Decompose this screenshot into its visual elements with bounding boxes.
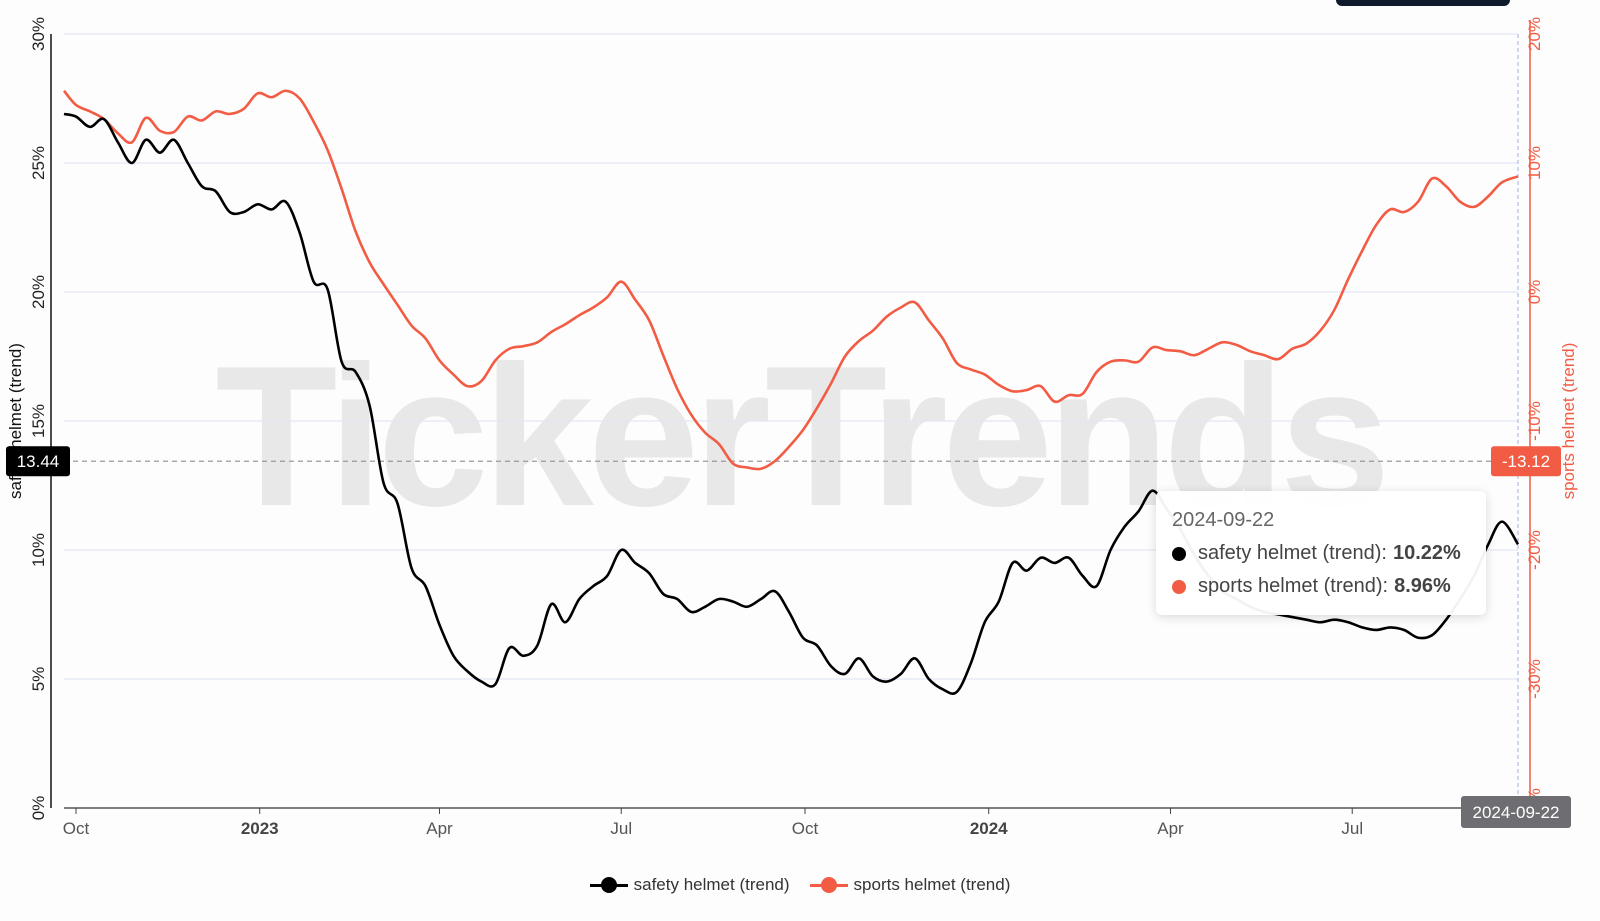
tooltip-series-value: 8.96% bbox=[1394, 575, 1451, 597]
tooltip-series-name: safety helmet (trend): bbox=[1198, 542, 1387, 564]
tooltip-row-sports: sports helmet (trend): 8.96% bbox=[1172, 575, 1470, 598]
x-tick-label: 2024 bbox=[970, 819, 1008, 838]
y-left-tick-label: 15% bbox=[29, 404, 48, 438]
x-tick-label: Jul bbox=[1341, 819, 1363, 838]
y-left-tick-label: 10% bbox=[29, 533, 48, 567]
crosshair-date-label: 2024-09-22 bbox=[1473, 803, 1560, 822]
y-right-tick-label: -10% bbox=[1525, 401, 1544, 441]
tooltip-series-value: 10.22% bbox=[1392, 542, 1461, 564]
y-left-tick-label: 20% bbox=[29, 275, 48, 309]
x-tick-label: Apr bbox=[1157, 819, 1184, 838]
tooltip-series-name: sports helmet (trend): bbox=[1198, 575, 1389, 597]
x-tick-label: Oct bbox=[792, 819, 819, 838]
y-right-tick-label: 0% bbox=[1525, 280, 1544, 305]
x-tick-label: 2023 bbox=[241, 819, 279, 838]
tooltip-dot-safety bbox=[1172, 546, 1186, 561]
crosshair-right-label-box bbox=[1491, 446, 1561, 477]
crosshair-right-label: -13.12 bbox=[1502, 452, 1550, 471]
x-tick-label: Jul bbox=[610, 819, 632, 838]
tooltip: 2024-09-22 safety helmet (trend): 10.22%… bbox=[1156, 491, 1486, 615]
legend-swatch-icon bbox=[809, 877, 848, 893]
legend: safety helmet (trend) sports helmet (tre… bbox=[0, 875, 1600, 895]
crosshair-date-label-box bbox=[1461, 796, 1571, 828]
y-right-tick-label: 20% bbox=[1525, 17, 1544, 51]
top-toolbar-button[interactable] bbox=[1336, 0, 1510, 6]
x-tick-label: Oct bbox=[63, 819, 90, 838]
legend-item-safety-helmet[interactable]: safety helmet (trend) bbox=[589, 875, 790, 895]
y-left-tick-label: 25% bbox=[29, 146, 48, 180]
sports-helmet-series-line[interactable] bbox=[62, 89, 1519, 471]
y-right-tick-label: -30% bbox=[1525, 659, 1544, 699]
y-left-tick-label: 5% bbox=[29, 667, 48, 692]
tooltip-date: 2024-09-22 bbox=[1172, 509, 1275, 531]
x-tick-label: Apr bbox=[426, 819, 453, 838]
crosshair-left-label: 13.44 bbox=[17, 452, 60, 471]
y-left-tick-label: 30% bbox=[29, 17, 48, 51]
legend-swatch-icon bbox=[589, 877, 628, 893]
legend-label: safety helmet (trend) bbox=[633, 875, 790, 894]
legend-label: sports helmet (trend) bbox=[853, 875, 1011, 894]
legend-item-sports-helmet[interactable]: sports helmet (trend) bbox=[809, 875, 1011, 895]
y-left-tick-label: 0% bbox=[29, 796, 48, 821]
y-right-tick-label: -20% bbox=[1525, 530, 1544, 570]
y-right-axis-title: sports helmet (trend) bbox=[1559, 343, 1578, 500]
tooltip-row-safety: safety helmet (trend): 10.22% bbox=[1172, 542, 1470, 565]
tooltip-dot-sports bbox=[1172, 579, 1186, 594]
y-right-tick-label: 10% bbox=[1525, 146, 1544, 180]
crosshair-left-label-box bbox=[6, 446, 70, 477]
